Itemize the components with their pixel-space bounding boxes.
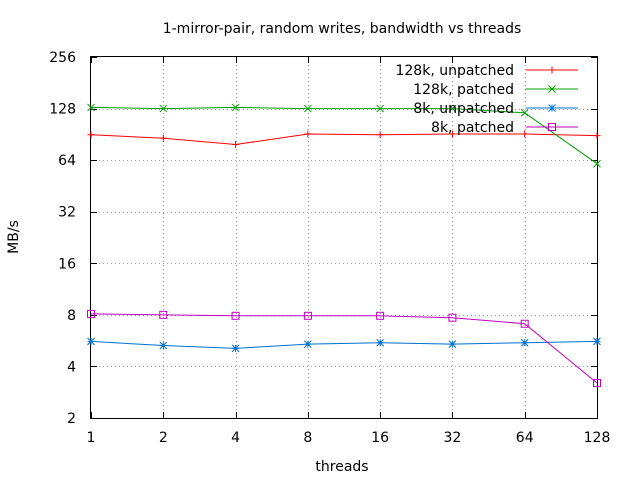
series-marker — [548, 85, 556, 93]
series-layer — [87, 103, 601, 388]
series-marker — [232, 140, 240, 148]
series-marker — [304, 130, 312, 138]
series-marker — [87, 337, 95, 346]
series-marker — [87, 309, 95, 318]
x-tick-label: 16 — [371, 430, 389, 446]
series-line — [90, 313, 598, 384]
y-tick-label: 256 — [49, 50, 76, 66]
x-tick-label: 32 — [444, 430, 462, 446]
series-marker — [448, 104, 457, 113]
series-square — [87, 309, 601, 388]
series-marker — [593, 337, 601, 346]
series-marker — [376, 311, 385, 320]
series-marker — [548, 66, 556, 74]
series-marker — [304, 340, 312, 348]
series-marker — [159, 134, 167, 142]
series-marker — [304, 104, 312, 113]
y-tick-label: 4 — [67, 359, 76, 375]
y-tick-label: 32 — [58, 205, 76, 221]
series-marker — [231, 311, 240, 320]
series-line — [90, 133, 598, 146]
series-marker — [593, 132, 601, 140]
x-tick-label: 8 — [303, 430, 312, 446]
y-tick-label: 64 — [58, 153, 76, 169]
series-marker — [520, 319, 529, 328]
y-tick-label: 2 — [67, 411, 76, 427]
series-marker — [376, 104, 384, 113]
chart-title: 1-mirror-pair, random writes, bandwidth … — [163, 21, 522, 37]
legend-label: 8k, patched — [431, 120, 514, 136]
series-line — [90, 106, 598, 165]
series-marker — [593, 379, 601, 388]
series-marker — [159, 310, 168, 319]
x-tick-label: 4 — [231, 430, 240, 446]
series-marker — [303, 311, 312, 320]
series-marker — [520, 338, 529, 347]
x-axis-label: threads — [315, 459, 368, 475]
series-marker — [376, 131, 384, 139]
series-marker — [593, 159, 601, 168]
series-marker — [87, 103, 95, 112]
series-marker — [159, 104, 168, 113]
grid-lines — [91, 57, 597, 418]
legend-label: 128k, patched — [413, 82, 514, 98]
series-marker — [448, 313, 457, 322]
plot-frame — [90, 56, 598, 419]
series-marker — [548, 123, 556, 131]
legend: 128k, unpatched 128k, patched 8k, unpatche… — [395, 63, 578, 136]
tick-marks — [91, 57, 598, 419]
series-marker — [521, 130, 529, 138]
x-tick-label: 128 — [584, 430, 611, 446]
series-marker — [231, 103, 240, 112]
y-tick-label: 16 — [58, 256, 76, 272]
series-marker — [448, 340, 457, 348]
y-axis-label: MB/s — [6, 220, 22, 254]
y-tick-label: 8 — [67, 308, 76, 324]
series-marker — [231, 344, 240, 353]
legend-label: 128k, unpatched — [395, 63, 514, 79]
series-marker — [548, 104, 556, 112]
series-plus — [87, 130, 601, 148]
y-tick-label: 128 — [49, 102, 76, 118]
series-marker — [448, 130, 456, 138]
x-tick-label: 64 — [516, 430, 534, 446]
series-marker — [87, 131, 95, 139]
x-tick-label: 1 — [87, 430, 96, 446]
x-tick-label: 2 — [159, 430, 168, 446]
series-line — [90, 340, 598, 349]
series-star — [87, 337, 601, 353]
series-cross — [87, 103, 601, 168]
series-marker — [520, 108, 529, 117]
series-marker — [376, 338, 384, 347]
series-marker — [159, 341, 168, 350]
legend-label: 8k, unpatched — [413, 101, 514, 117]
